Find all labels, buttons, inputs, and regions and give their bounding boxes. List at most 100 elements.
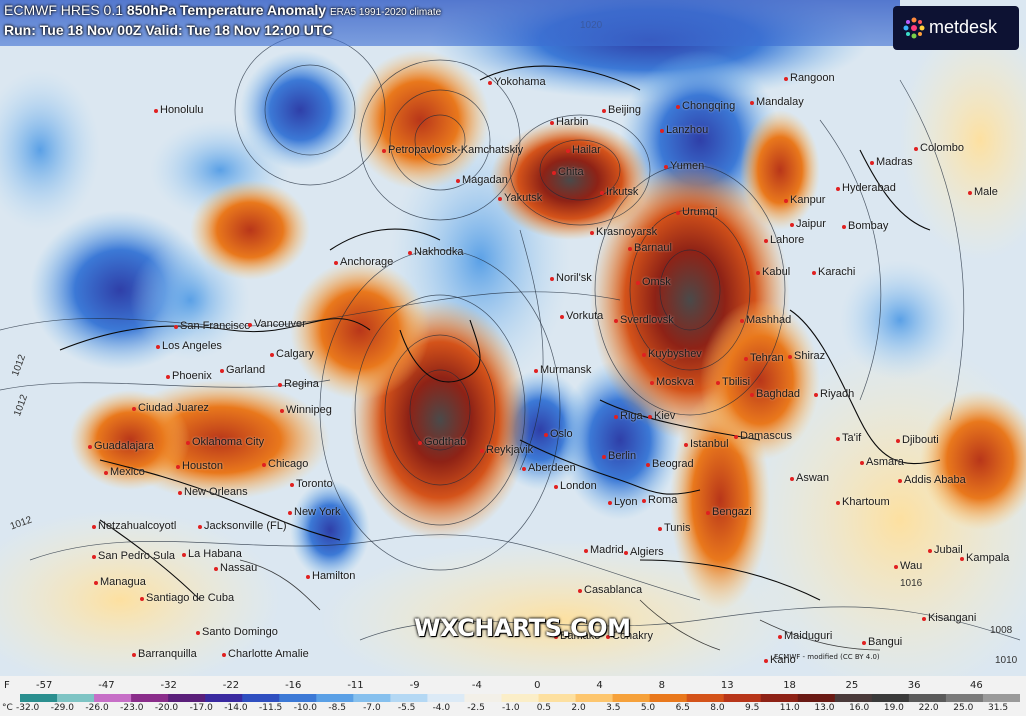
- city-label[interactable]: Aberdeen: [522, 462, 576, 474]
- city-label[interactable]: Hamilton: [305, 570, 356, 582]
- city-label[interactable]: Kuybyshev: [642, 348, 702, 360]
- city-label[interactable]: Regina: [278, 378, 319, 390]
- city-label[interactable]: Jacksonville (FL): [198, 520, 287, 532]
- city-label[interactable]: Bombay: [841, 220, 889, 232]
- city-label[interactable]: Madrid: [584, 544, 624, 556]
- city-label[interactable]: Vorkuta: [559, 310, 604, 322]
- city-label[interactable]: Santo Domingo: [196, 626, 278, 638]
- city-label[interactable]: Karachi: [811, 266, 856, 278]
- city-label[interactable]: Male: [968, 186, 998, 198]
- city-label[interactable]: Khartoum: [836, 496, 890, 508]
- city-label[interactable]: Bengazi: [706, 506, 752, 518]
- city-label[interactable]: Yumen: [663, 160, 705, 172]
- city-label[interactable]: Bangui: [861, 636, 903, 648]
- city-label[interactable]: Lahore: [763, 234, 805, 246]
- city-label[interactable]: Beijing: [601, 104, 642, 116]
- city-label[interactable]: Yokohama: [488, 76, 546, 88]
- city-label[interactable]: New York: [287, 506, 341, 518]
- city-label[interactable]: Kabul: [755, 266, 791, 278]
- city-label[interactable]: Tunis: [658, 522, 691, 534]
- city-label[interactable]: Roma: [641, 494, 678, 506]
- city-label[interactable]: Toronto: [290, 478, 333, 490]
- city-label[interactable]: Wau: [893, 560, 923, 572]
- city-label[interactable]: Hyderabad: [836, 182, 896, 194]
- city-label[interactable]: Honolulu: [153, 104, 204, 116]
- city-label[interactable]: Murmansk: [533, 364, 592, 376]
- city-label[interactable]: Maiduguri: [777, 630, 833, 642]
- city-label[interactable]: Managua: [94, 576, 146, 588]
- city-label[interactable]: Chongqing: [675, 100, 736, 112]
- city-label[interactable]: Chita: [552, 166, 584, 178]
- city-label[interactable]: Hailar: [566, 144, 601, 156]
- city-label[interactable]: Magadan: [456, 174, 508, 186]
- city-label[interactable]: Ciudad Juarez: [132, 402, 209, 414]
- city-label[interactable]: Barranquilla: [132, 648, 197, 660]
- city-label[interactable]: Anchorage: [333, 256, 394, 268]
- city-label[interactable]: Mexico: [104, 466, 145, 478]
- city-label[interactable]: Shiraz: [787, 350, 826, 362]
- city-label[interactable]: San Pedro Sula: [91, 550, 176, 562]
- city-label[interactable]: Mashhad: [739, 314, 792, 326]
- city-label[interactable]: Houston: [176, 460, 223, 472]
- city-label[interactable]: Omsk: [636, 276, 671, 288]
- city-label[interactable]: Ta'if: [835, 432, 862, 444]
- city-label[interactable]: Charlotte Amalie: [222, 648, 309, 660]
- city-label[interactable]: Noril'sk: [550, 272, 592, 284]
- temperature-anomaly-map[interactable]: [0, 0, 1026, 676]
- city-label[interactable]: Urumqi: [675, 206, 718, 218]
- city-label[interactable]: New Orleans: [178, 486, 248, 498]
- city-label[interactable]: Krasnoyarsk: [589, 226, 658, 238]
- city-label[interactable]: Harbin: [549, 116, 589, 128]
- city-label[interactable]: Djibouti: [896, 434, 939, 446]
- city-label[interactable]: Beograd: [646, 458, 694, 470]
- city-label[interactable]: Guadalajara: [88, 440, 154, 452]
- city-label[interactable]: Casablanca: [577, 584, 643, 596]
- city-label[interactable]: Oslo: [544, 428, 573, 440]
- city-label[interactable]: Asmara: [860, 456, 904, 468]
- city-label[interactable]: Garland: [219, 364, 266, 376]
- city-label[interactable]: La Habana: [182, 548, 242, 560]
- city-label[interactable]: Jaipur: [790, 218, 826, 230]
- city-label[interactable]: Aswan: [789, 472, 830, 484]
- city-label[interactable]: Winnipeg: [280, 404, 332, 416]
- metdesk-logo[interactable]: metdesk: [893, 6, 1019, 50]
- city-label[interactable]: Berlin: [601, 450, 637, 462]
- city-label[interactable]: Kiev: [647, 410, 676, 422]
- city-label[interactable]: Santiago de Cuba: [139, 592, 235, 604]
- city-label[interactable]: Riga: [614, 410, 643, 422]
- city-label[interactable]: Conakry: [606, 630, 653, 642]
- city-label[interactable]: Bamako: [553, 630, 601, 642]
- city-label[interactable]: Lyon: [607, 496, 638, 508]
- city-label[interactable]: Tehran: [744, 352, 784, 364]
- city-label[interactable]: Madras: [870, 156, 913, 168]
- city-label[interactable]: Damascus: [734, 430, 792, 442]
- city-label[interactable]: Phoenix: [166, 370, 212, 382]
- city-label[interactable]: San Francisco: [173, 320, 251, 332]
- city-label[interactable]: Rangoon: [784, 72, 835, 84]
- city-label[interactable]: Barnaul: [628, 242, 672, 254]
- city-label[interactable]: Kisangani: [921, 612, 977, 624]
- city-label[interactable]: Calgary: [270, 348, 314, 360]
- city-label[interactable]: Nassau: [213, 562, 258, 574]
- city-label[interactable]: Petropavlovsk-Kamchatskiy: [381, 144, 524, 156]
- city-label[interactable]: London: [554, 480, 597, 492]
- city-label[interactable]: Nakhodka: [408, 246, 464, 258]
- city-label[interactable]: Vancouver: [248, 318, 306, 330]
- city-label[interactable]: Los Angeles: [156, 340, 222, 352]
- city-label[interactable]: Netzahualcoyotl: [91, 520, 177, 532]
- city-label[interactable]: Oklahoma City: [185, 436, 265, 448]
- city-label[interactable]: Riyadh: [813, 388, 855, 400]
- city-label[interactable]: Algiers: [624, 546, 664, 558]
- city-label[interactable]: Jubail: [928, 544, 963, 556]
- city-label[interactable]: Sverdlovsk: [614, 314, 674, 326]
- city-label[interactable]: Lanzhou: [659, 124, 709, 136]
- city-label[interactable]: Mandalay: [750, 96, 804, 108]
- city-label[interactable]: Chicago: [261, 458, 309, 470]
- city-label[interactable]: Kano: [764, 654, 796, 666]
- city-label[interactable]: Tbilisi: [715, 376, 751, 388]
- city-label[interactable]: Colombo: [913, 142, 965, 154]
- city-label[interactable]: Moskva: [650, 376, 694, 388]
- city-label[interactable]: Istanbul: [684, 438, 729, 450]
- city-label[interactable]: Baghdad: [749, 388, 801, 400]
- city-label[interactable]: Reykjavik: [479, 444, 534, 456]
